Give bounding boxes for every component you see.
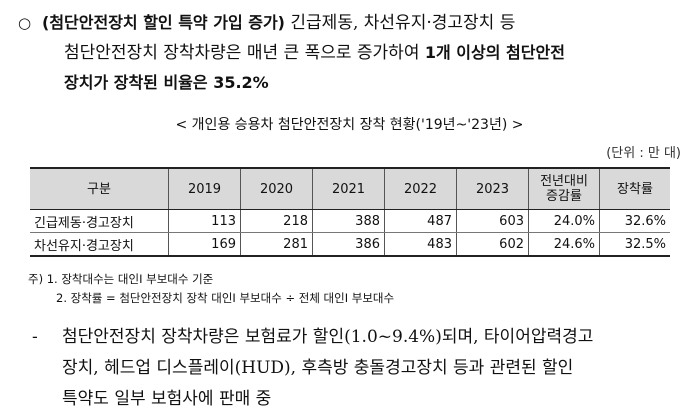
header-yoy-change: 전년대비 증감률 (528, 168, 600, 210)
cell-yoy-change: 24.0% (528, 209, 600, 233)
header-install-rate: 장착률 (599, 168, 670, 210)
footnote-2: 2. 장착률 = 첨단안전장치 장착 대인Ⅰ 부보대수 ÷ 전체 대인Ⅰ 부보대… (56, 291, 395, 305)
summary-paragraph: ○ (첨단안전장치 할인 특약 가입 증가) 긴급제동, 차선유지·경고장치 등 … (18, 8, 684, 98)
table-row: 차선유지·경고장치 169 281 386 483 602 24.6% 32.5… (30, 232, 670, 257)
table-row: 긴급제동·경고장치 113 218 388 487 603 24.0% 32.6… (30, 209, 670, 233)
header-2023: 2023 (456, 168, 529, 210)
cell-2019: 113 (168, 209, 241, 233)
cell-2021: 386 (312, 232, 385, 257)
cell-install-rate: 32.6% (599, 209, 670, 233)
footnotes: 주) 1. 장착대수는 대인Ⅰ 부보대수 기준 2. 장착률 = 첨단안전장치 … (28, 270, 394, 308)
cell-2023: 603 (456, 209, 529, 233)
header-2021: 2021 (312, 168, 385, 210)
line3-bold: 장치가 장착된 비율은 35.2% (64, 73, 269, 92)
cell-2019: 169 (168, 232, 241, 257)
cell-2022: 483 (384, 232, 457, 257)
installation-table: 구분 2019 2020 2021 2022 2023 전년대비 증감률 장착률… (30, 167, 670, 257)
cell-2022: 487 (384, 209, 457, 233)
line2-bold: 1개 이상의 첨단안전 (424, 43, 565, 62)
line1-rest: 긴급제동, 차선유지·경고장치 등 (285, 13, 516, 33)
cell-2020: 218 (240, 209, 313, 233)
line2-text: 첨단안전장치 장착차량은 매년 큰 폭으로 증가하여 (64, 43, 425, 63)
summary-line-2: 첨단안전장치 장착차량은 매년 큰 폭으로 증가하여 1개 이상의 첨단안전 (18, 38, 684, 68)
detail-line-1-text: 첨단안전장치 장착차량은 보험료가 할인(1.0~9.4%)되며, 타이어압력경… (62, 327, 594, 347)
detail-line-2: 장치, 헤드업 디스플레이(HUD), 후측방 충돌경고장치 등과 관련된 할인 (62, 358, 574, 378)
cell-install-rate: 32.5% (599, 232, 670, 257)
table-caption: < 개인용 승용차 첨단안전장치 장착 현황('19년~'23년) > (175, 117, 524, 133)
detail-paragraph: - 첨단안전장치 장착차량은 보험료가 할인(1.0~9.4%)되며, 타이어압력… (32, 322, 672, 415)
bold-lead: (첨단안전장치 할인 특약 가입 증가) (42, 13, 285, 32)
detail-line-3: 특약도 일부 보험사에 판매 중 (62, 389, 272, 409)
cell-2020: 281 (240, 232, 313, 257)
row-label: 차선유지·경고장치 (30, 232, 169, 257)
cell-yoy-change: 24.6% (528, 232, 600, 257)
unit-label: (단위 : 만 대) (606, 146, 681, 161)
table-header-row: 구분 2019 2020 2021 2022 2023 전년대비 증감률 장착률 (30, 168, 670, 210)
summary-line-3: 장치가 장착된 비율은 35.2% (18, 68, 684, 98)
header-2020: 2020 (240, 168, 313, 210)
row-label: 긴급제동·경고장치 (30, 209, 169, 233)
header-2022: 2022 (384, 168, 457, 210)
cell-2021: 388 (312, 209, 385, 233)
header-category: 구분 (30, 168, 169, 210)
footnote-1: 주) 1. 장착대수는 대인Ⅰ 부보대수 기준 (28, 272, 214, 286)
detail-line-1: - 첨단안전장치 장착차량은 보험료가 할인(1.0~9.4%)되며, 타이어압력… (32, 322, 672, 353)
dash-bullet-icon: - (32, 327, 38, 347)
summary-line-1: ○ (첨단안전장치 할인 특약 가입 증가) 긴급제동, 차선유지·경고장치 등 (18, 8, 684, 38)
cell-2023: 602 (456, 232, 529, 257)
header-2019: 2019 (168, 168, 241, 210)
circle-bullet-icon: ○ (18, 14, 32, 32)
